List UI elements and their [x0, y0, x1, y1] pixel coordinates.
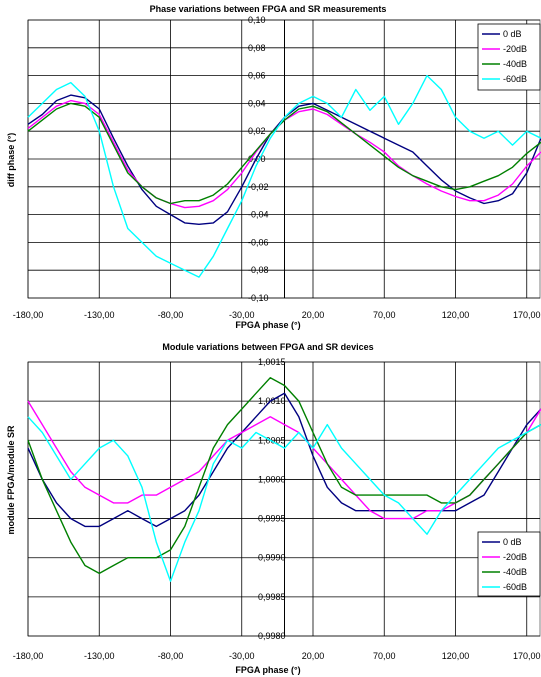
chart-1-xtick-label: 20,00	[302, 310, 325, 320]
chart-2-ytick-label: 1,0010	[258, 396, 286, 406]
chart-2-legend-label: -20dB	[503, 552, 527, 562]
chart-1-ytick-label: 0,02	[248, 126, 266, 136]
chart-2-series-0-line	[27, 392, 541, 528]
chart-1-xtick-label: -130,00	[84, 310, 115, 320]
chart-1-ytick-label: 0,06	[248, 71, 266, 81]
chart-2-ytick-label: 0,9985	[258, 592, 286, 602]
chart-1-legend-label: -20dB	[503, 44, 527, 54]
chart-phase: Phase variations between FPGA and SR mea…	[6, 4, 386, 330]
chart-2-xtick-label: 20,00	[302, 651, 325, 661]
chart-2-series-3-line	[27, 416, 541, 582]
chart-2-legend-label: -40dB	[503, 567, 527, 577]
chart-2-xtick-label: -130,00	[84, 651, 115, 661]
chart-2-ytick-label: 0,9980	[258, 631, 286, 641]
chart-1-ytick-label: -0,08	[248, 265, 269, 275]
chart-1-ytick-label: -0,04	[248, 210, 269, 220]
chart-1-legend-label: -40dB	[503, 59, 527, 69]
chart-1-ylabel: diff phase (°)	[6, 133, 16, 188]
chart-1-xtick-label: 120,00	[442, 310, 470, 320]
chart-1-series-2-line	[27, 102, 541, 205]
chart-1-xtick-label: 170,00	[513, 310, 541, 320]
chart-2-xtick-label: 120,00	[442, 651, 470, 661]
chart-1-ytick-label: 0,08	[248, 43, 266, 53]
chart-2-legend-label: 0 dB	[503, 537, 522, 547]
chart-1-ytick-label: -0,10	[248, 293, 269, 303]
chart-1-legend: 0 dB -20dB -40dB -60dB	[477, 23, 541, 91]
chart-2-xtick-label: -80,00	[158, 651, 184, 661]
chart-1-xlabel: FPGA phase (°)	[235, 320, 300, 330]
chart-1-xtick-label: -180,00	[13, 310, 44, 320]
chart-1-ytick-label: -0,02	[248, 182, 269, 192]
chart-2-xtick-label: -180,00	[13, 651, 44, 661]
chart-1-legend-label: -60dB	[503, 74, 527, 84]
chart-2-ytick-label: 0,9995	[258, 514, 286, 524]
chart-2-xtick-label: 70,00	[373, 651, 396, 661]
chart-2-title: Module variations between FPGA and SR de…	[162, 342, 373, 352]
chart-2-xlabel: FPGA phase (°)	[235, 665, 300, 675]
chart-2-series-2-line	[27, 377, 541, 575]
chart-2-legend: 0 dB -20dB -40dB -60dB	[477, 531, 541, 597]
chart-module: Module variations between FPGA and SR de…	[6, 342, 374, 675]
chart-1-title: Phase variations between FPGA and SR mea…	[150, 4, 387, 14]
chart-2-ylabel: module FPGA/module SR	[6, 425, 16, 535]
chart-1-plot: 0,100,080,060,040,020,00-0,02-0,04-0,06-…	[13, 15, 541, 320]
chart-1-xtick-label: -30,00	[229, 310, 255, 320]
chart-2-legend-label: -60dB	[503, 582, 527, 592]
chart-2-ytick-label: 1,0005	[258, 435, 286, 445]
chart-1-series-3-line	[27, 74, 541, 278]
chart-2-ytick-label: 1,0000	[258, 474, 286, 484]
chart-1-ytick-label: 0,04	[248, 98, 266, 108]
chart-2-plot: 1,0015 1,0010 1,0005 1,0000 0,9995 0,9990 0,99…	[13, 357, 541, 661]
chart-2-ytick-label: 1,0015	[258, 357, 286, 367]
chart-1-ytick-label: -0,06	[248, 237, 269, 247]
chart-1-xtick-label: 70,00	[373, 310, 396, 320]
chart-2-ytick-label: 0,9990	[258, 553, 286, 563]
chart-1-legend-label: 0 dB	[503, 29, 522, 39]
chart-2-xtick-label: -30,00	[229, 651, 255, 661]
chart-1-ytick-label: 0,10	[248, 15, 266, 25]
chart-2-xtick-label: 170,00	[513, 651, 541, 661]
chart-1-xtick-label: -80,00	[158, 310, 184, 320]
